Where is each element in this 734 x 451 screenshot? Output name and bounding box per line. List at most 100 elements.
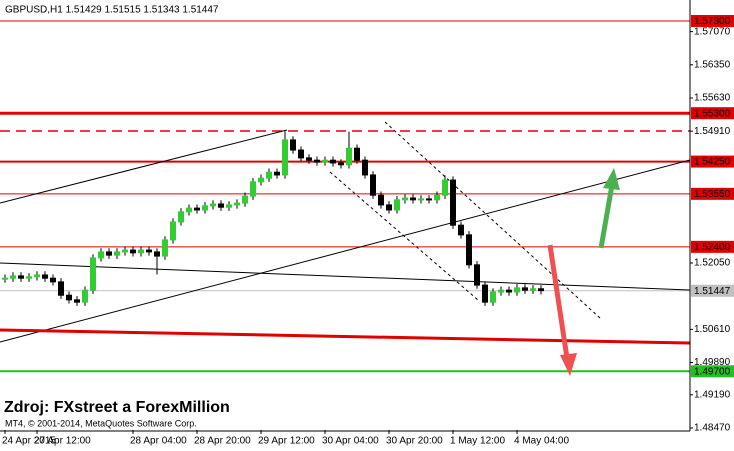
down-arrow-head (560, 353, 577, 376)
candle-body (130, 249, 136, 254)
candle-body (82, 289, 88, 303)
y-tick-label: 1.56350 (694, 59, 731, 70)
candle-body (194, 207, 200, 211)
candle-body (442, 179, 448, 196)
candle-body (298, 149, 304, 159)
candle-body (322, 159, 328, 163)
candle-body (306, 157, 312, 161)
y-tick-label: 1.52050 (694, 258, 731, 269)
candle-body (146, 249, 152, 253)
candle-body (394, 199, 400, 211)
candle-body (210, 203, 216, 207)
candle-body (386, 204, 392, 211)
candle-body (530, 288, 536, 291)
trend-line (0, 129, 288, 204)
levels (0, 20, 690, 373)
up-arrow-head (603, 168, 620, 190)
y-tick-label: 1.50610 (694, 324, 731, 335)
x-tick-label: 30 Apr 04:00 (322, 436, 379, 447)
up-arrow (598, 184, 615, 249)
candle-body (338, 162, 344, 166)
candle-body (466, 234, 472, 266)
channel-line (384, 121, 601, 319)
candle-body (114, 251, 120, 256)
candle-body (474, 264, 480, 286)
candle-body (362, 159, 368, 176)
candle-body (522, 287, 528, 291)
annotation: Zdroj: FXstreet a ForexMillion (4, 399, 230, 416)
candle-body (74, 299, 80, 303)
x-tick-label: 27 Apr 12:00 (34, 436, 91, 447)
candle-body (370, 174, 376, 196)
candle-body (18, 275, 24, 279)
level-box (691, 107, 734, 120)
x-tick-label: 24 Apr 2015 (2, 436, 56, 447)
candle-body (218, 203, 224, 208)
candle-body (90, 257, 96, 291)
level-box (691, 365, 734, 378)
candle-body (122, 249, 128, 253)
candle-body (154, 251, 160, 257)
trend-line (0, 159, 691, 343)
level-box (691, 155, 734, 168)
candles (2, 131, 544, 306)
candle-body (482, 284, 488, 303)
level-box (691, 284, 734, 297)
channel-line (329, 171, 479, 301)
level-label: 1.49700 (694, 366, 731, 377)
level-label: 1.52400 (694, 242, 731, 253)
level-label: 1.57300 (694, 16, 731, 27)
candle-body (538, 288, 544, 292)
y-tick-label: 1.55630 (694, 93, 731, 104)
down-arrow (547, 244, 570, 359)
candle-body (258, 177, 264, 183)
candle-body (274, 171, 280, 176)
footnote: MT4, © 2001-2014, MetaQuotes Software Co… (5, 418, 197, 428)
candle-body (186, 207, 192, 213)
candle-body (58, 281, 64, 296)
candle-body (434, 194, 440, 201)
candle-body (314, 159, 320, 163)
candle-body (234, 202, 240, 206)
candle-body (42, 274, 48, 279)
level-label: 1.51447 (694, 286, 731, 297)
candle-body (34, 274, 40, 278)
candle-body (226, 204, 232, 208)
candle-body (2, 277, 8, 280)
level-box (691, 240, 734, 253)
x-tick-label: 28 Apr 04:00 (130, 436, 187, 447)
candle-body (266, 171, 272, 179)
candle-body (450, 179, 456, 226)
candle-body (178, 211, 184, 223)
candle-body (402, 197, 408, 201)
candle-body (290, 139, 296, 151)
candle-body (458, 224, 464, 236)
level-label: 1.53550 (694, 189, 731, 200)
candle-body (106, 251, 112, 256)
candle-body (170, 221, 176, 241)
level-box (691, 187, 734, 200)
y-tick-label: 1.57070 (694, 26, 731, 37)
x-tick-label: 29 Apr 12:00 (258, 436, 315, 447)
candle-body (506, 289, 512, 293)
candle-body (354, 147, 360, 161)
y-tick-label: 1.49190 (694, 389, 731, 400)
candle-body (10, 275, 16, 279)
candle-body (498, 289, 504, 293)
x-tick-label: 28 Apr 20:00 (194, 436, 251, 447)
candle-body (330, 159, 336, 164)
candle-body (66, 294, 72, 301)
x-tick-label: 1 May 12:00 (450, 436, 505, 447)
candle-body (426, 198, 432, 201)
candle-body (50, 277, 56, 283)
candle-body (242, 195, 248, 204)
candle-body (138, 249, 144, 254)
candle-body (282, 139, 288, 176)
support-line (0, 328, 691, 345)
x-tick-label: 30 Apr 20:00 (386, 436, 443, 447)
candle-body (250, 181, 256, 197)
y-tick-label: 1.49890 (694, 357, 731, 368)
candle-body (98, 251, 104, 259)
